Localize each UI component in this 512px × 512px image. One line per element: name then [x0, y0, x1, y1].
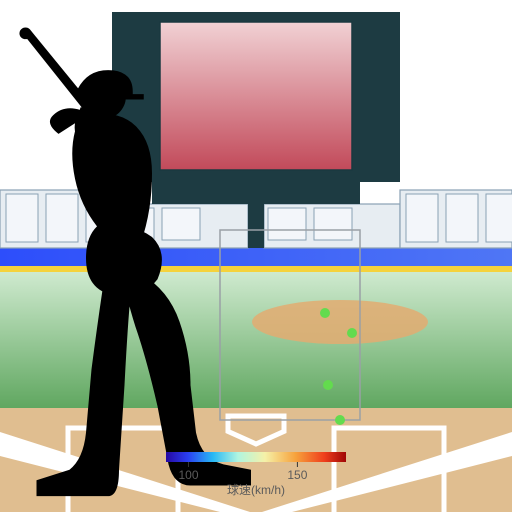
- pitch-point: [323, 380, 333, 390]
- legend-color-bar: [166, 452, 346, 462]
- pitch-point: [347, 328, 357, 338]
- outfield-wall-pad: [0, 248, 512, 266]
- legend-tick-label: 150: [287, 468, 307, 482]
- outfield-grass: [0, 272, 512, 414]
- pitch-point: [335, 415, 345, 425]
- legend-tick-label: 100: [178, 468, 198, 482]
- warning-track-line: [0, 266, 512, 272]
- pitchers-mound: [252, 300, 428, 344]
- legend-axis-label: 球速(km/h): [227, 483, 285, 497]
- pitch-point: [320, 308, 330, 318]
- stage-svg: 100 150 球速(km/h): [0, 0, 512, 512]
- pitch-chart-stage: 100 150 球速(km/h): [0, 0, 512, 512]
